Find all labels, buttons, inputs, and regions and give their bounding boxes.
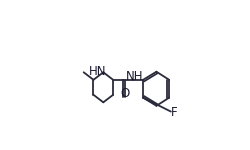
Text: NH: NH [126, 70, 143, 83]
Text: O: O [120, 87, 130, 100]
Text: F: F [171, 106, 178, 119]
Text: HN: HN [89, 65, 106, 78]
